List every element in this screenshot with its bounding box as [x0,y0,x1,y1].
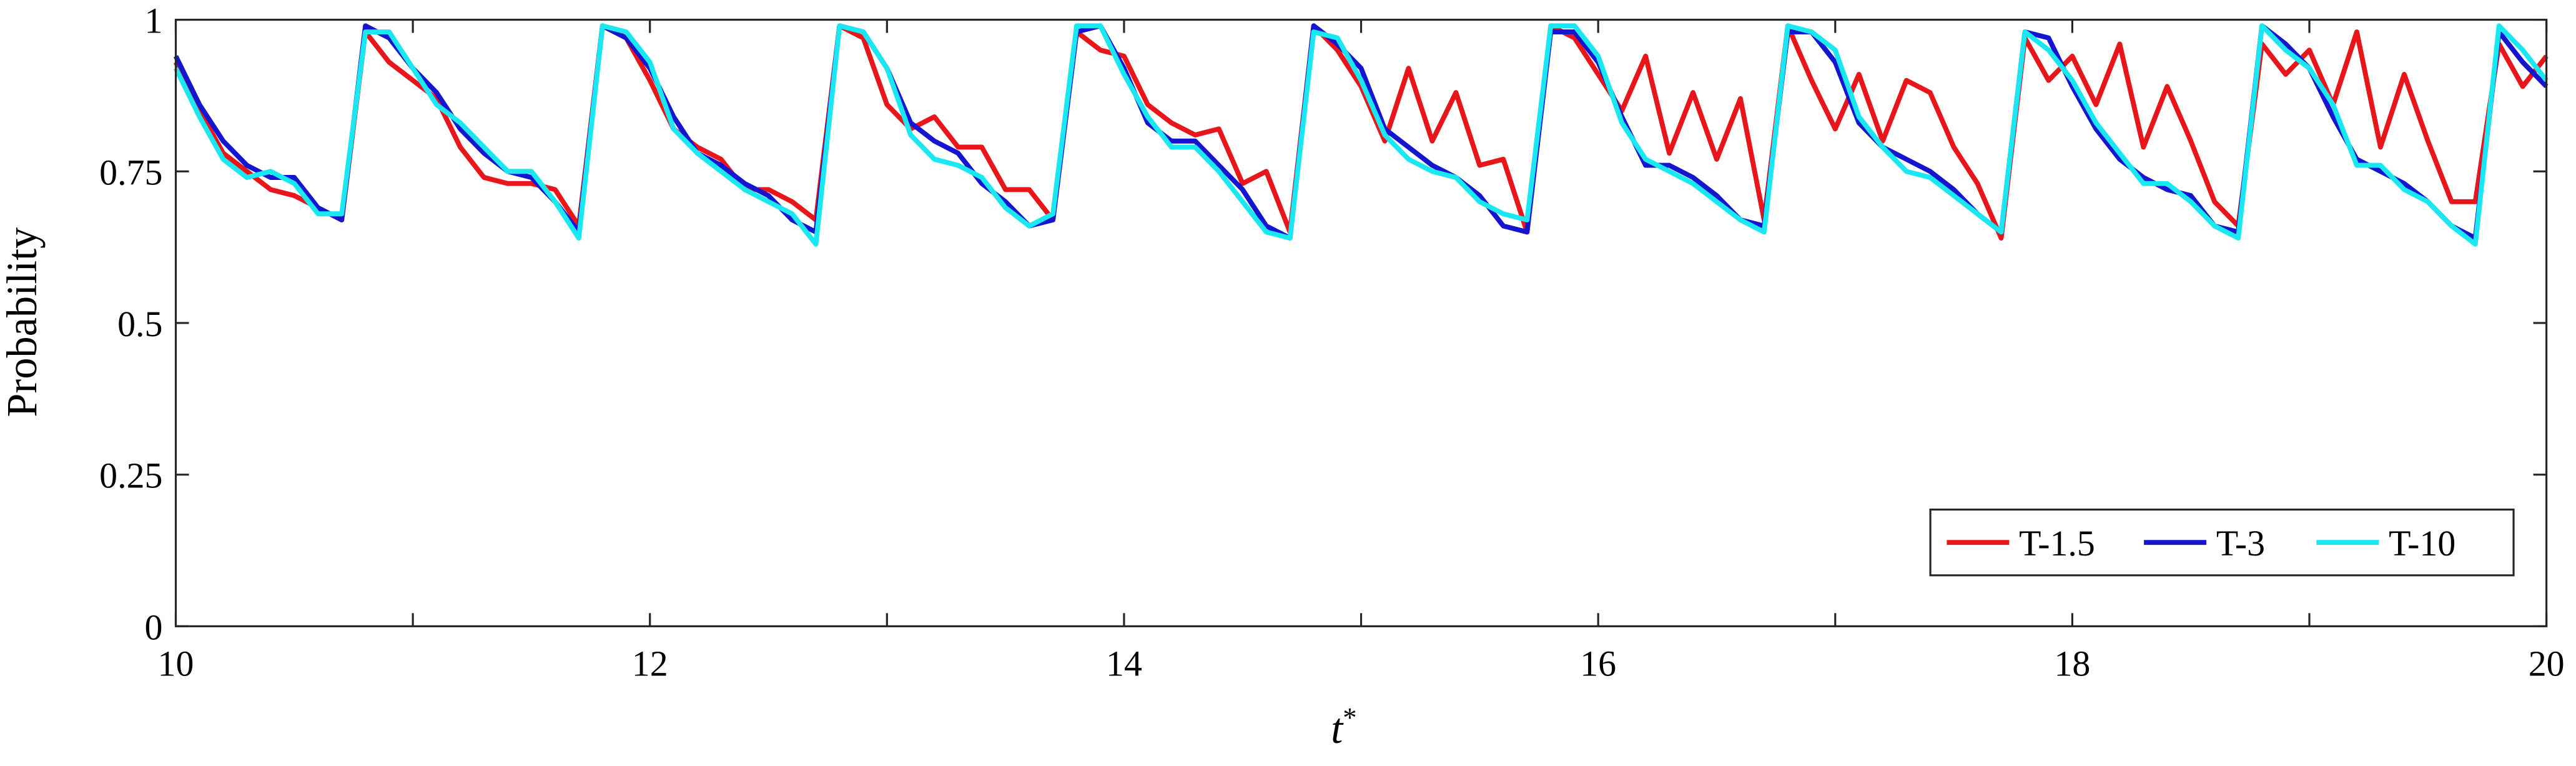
y-tick-label: 1 [145,1,163,41]
y-axis-label: Probability [0,227,46,417]
legend-box [1929,508,2515,577]
x-tick-label: 10 [158,643,194,684]
x-tick-label: 18 [2054,643,2090,684]
legend-label: T-3 [2216,523,2265,564]
x-tick-label: 14 [1106,643,1142,684]
legend-label: T-1.5 [2019,523,2095,564]
plot-lines [173,23,2549,247]
y-tick-label: 0 [145,607,163,647]
x-label-main: t [1331,705,1344,752]
series-line [173,23,2549,247]
x-axis-label: t* [1331,702,1356,752]
y-tick-label: 0.25 [99,455,162,496]
y-tick-label: 0.75 [99,152,162,192]
legend-label: T-10 [2389,523,2455,564]
x-label-superscript: * [1343,702,1356,733]
x-tick-label: 12 [632,643,668,684]
x-tick-label: 16 [1580,643,1616,684]
y-tick-label: 0.5 [117,304,162,344]
x-tick-label: 20 [2529,643,2565,684]
